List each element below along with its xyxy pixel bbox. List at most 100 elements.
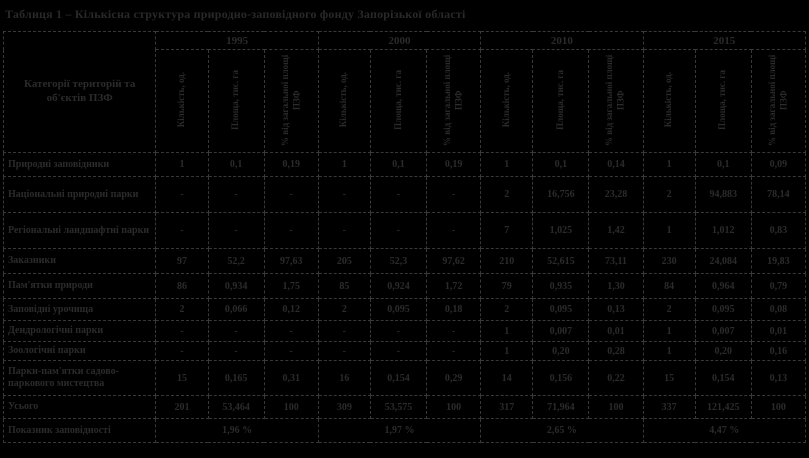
category-4-value-11: 24,084 [694,248,752,274]
category-1-value-11: 0,1 [694,152,752,177]
category-6-value-3: 0,12 [263,298,319,321]
category-1-value-7: 1 [480,152,534,177]
category-2-label: Національні природні парки [2,176,157,213]
category-7-value-9: 0,01 [588,320,644,342]
category-9-value-5: 0,154 [369,360,428,396]
category-3-value-12: 0,83 [750,212,807,249]
category-2-value-6: - [425,176,482,213]
total-value-2: 53,464 [207,395,265,419]
category-4-value-10: 230 [642,248,696,274]
category-1-value-2: 0,1 [207,152,265,177]
year-header-2015: 2015 [642,31,806,50]
category-2-row: Національні природні парки - - - - - -2 16,756 2… [2,176,807,213]
category-9-value-11: 0,154 [694,360,752,396]
metric-header-3-3: % від загальної площі ПЗФ [588,49,644,153]
protected-share-value-3: 2,65 % [480,418,644,443]
total-value-8: 71,964 [532,395,590,419]
category-8-label: Зоологічні парки [2,341,157,361]
category-1-label: Природні заповідники [2,152,157,177]
category-6-value-10: 2 [642,298,696,321]
category-8-value-6: - [425,341,482,361]
protected-share-value-2: 1,97 % [317,418,482,443]
category-6-value-6: 0,18 [425,298,482,321]
category-5-value-9: 1,30 [588,273,644,299]
category-8-value-1: - [155,341,209,361]
category-2-value-2: - [207,176,265,213]
category-6-value-4: 2 [317,298,371,321]
category-7-value-3: - [263,320,319,342]
category-7-value-10: 1 [642,320,696,342]
category-3-value-2: - [207,212,265,249]
category-2-value-5: - [369,176,428,213]
total-row: Усього 201 53,464 100 309 53,575 100 317 71,964 1… [2,395,807,419]
category-8-value-8: 0,20 [532,341,590,361]
category-9-value-12: 0,13 [750,360,807,396]
total-value-5: 53,575 [369,395,428,419]
category-8-value-9: 0,28 [588,341,644,361]
category-1-value-3: 0,19 [263,152,319,177]
protected-share-value-1: 1,96 % [155,418,319,443]
category-4-value-6: 97,62 [425,248,482,274]
year-header-2000: 2000 [317,31,482,50]
total-value-3: 100 [263,395,319,419]
category-3-value-1: - [155,212,209,249]
category-7-value-11: 0,007 [694,320,752,342]
category-5-label: Пам'ятки природи [2,273,157,299]
category-7-value-8: 0,007 [532,320,590,342]
category-7-row: Дендрологічні парки - - - - - -1 0,007 0,01 1 0,00… [2,320,807,342]
category-4-value-2: 52,2 [207,248,265,274]
category-9-value-6: 0,29 [425,360,482,396]
total-value-6: 100 [425,395,482,419]
category-6-row: Заповідні урочища 2 0,066 0,12 2 0,095 0,18 2 0,… [2,298,807,321]
category-9-row: Парки-пам'ятки садово-паркового мистецтв… [2,360,807,396]
category-1-value-1: 1 [155,152,209,177]
protected-share-value-4: 4,47 % [642,418,806,443]
category-4-value-9: 73,11 [588,248,644,274]
category-8-value-2: - [207,341,265,361]
category-2-value-1: - [155,176,209,213]
category-3-value-3: - [263,212,319,249]
year-header-row: Категорії територій та об'єктів ПЗФ 1995… [2,31,806,153]
metric-header-label: Площа, тис. га [230,69,241,130]
metric-header-2-3: % від загальної площі ПЗФ [425,49,482,153]
category-5-value-7: 79 [480,273,534,299]
category-4-row: Заказники 97 52,2 97,63 205 52,3 97,62 210 52,61… [2,248,807,274]
category-6-value-2: 0,066 [207,298,265,321]
total-value-11: 121,425 [694,395,752,419]
category-3-label: Регіональні ландшафтні парки [2,212,157,249]
category-3-value-10: 1 [642,212,696,249]
metric-header-1-3: % від загальної площі ПЗФ [263,49,319,153]
category-7-value-1: - [155,320,209,342]
category-8-value-4: - [317,341,371,361]
metric-header-4-1: Кількість, од. [642,49,696,153]
category-3-value-7: 7 [480,212,534,249]
metric-header-3-1: Кількість, од. [480,49,534,153]
category-9-value-8: 0,156 [532,360,590,396]
metric-header-2-2: Площа, тис. га [369,49,428,153]
category-3-value-6: - [425,212,482,249]
category-5-value-6: 1,72 [425,273,482,299]
category-5-value-1: 86 [155,273,209,299]
category-3-value-4: - [317,212,371,249]
metric-header-label: % від загальної площі ПЗФ [279,53,302,146]
total-value-4: 309 [317,395,371,419]
category-1-value-12: 0,09 [750,152,807,177]
category-5-value-5: 0,924 [369,273,428,299]
category-7-value-5: - [369,320,428,342]
category-3-value-8: 1,025 [532,212,590,249]
category-5-row: Пам'ятки природи 86 0,934 1,75 85 0,924 1,72 79… [2,273,807,299]
protected-share-row: Показник заповідності 1,96 % 1,97 % 2,65 % 4… [2,418,806,443]
category-8-value-11: 0,20 [694,341,752,361]
category-1-value-5: 0,1 [369,152,428,177]
category-8-value-7: 1 [480,341,534,361]
category-7-value-7: 1 [480,320,534,342]
category-1-value-4: 1 [317,152,371,177]
category-4-value-12: 19,83 [750,248,807,274]
category-5-value-10: 84 [642,273,696,299]
year-header-2010: 2010 [480,31,644,50]
metric-header-label: % від загальної площі ПЗФ [766,53,789,146]
category-5-value-2: 0,934 [207,273,265,299]
category-1-value-8: 0,1 [532,152,590,177]
category-8-value-3: - [263,341,319,361]
category-1-row: Природні заповідники 1 0,1 0,19 1 0,1 0,19 1 0,1… [2,152,807,177]
